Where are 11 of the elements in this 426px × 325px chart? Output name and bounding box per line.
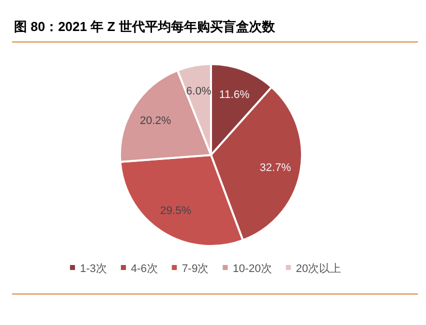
legend-label: 1-3次 <box>80 263 107 275</box>
legend-label: 10-20次 <box>232 263 272 275</box>
data-label: 11.6% <box>219 88 250 101</box>
data-label: 6.0% <box>186 86 212 98</box>
legend-label: 7-9次 <box>182 263 209 275</box>
data-label: 20.2% <box>140 115 172 128</box>
data-label: 32.7% <box>260 162 292 174</box>
data-label: 29.5% <box>160 205 192 218</box>
legend-label: 20次以上 <box>296 262 342 275</box>
legend-label: 4-6次 <box>130 263 158 275</box>
chart-title: 图 80：2021 年 Z 世代平均每年购买盲盒次数 <box>14 19 276 34</box>
